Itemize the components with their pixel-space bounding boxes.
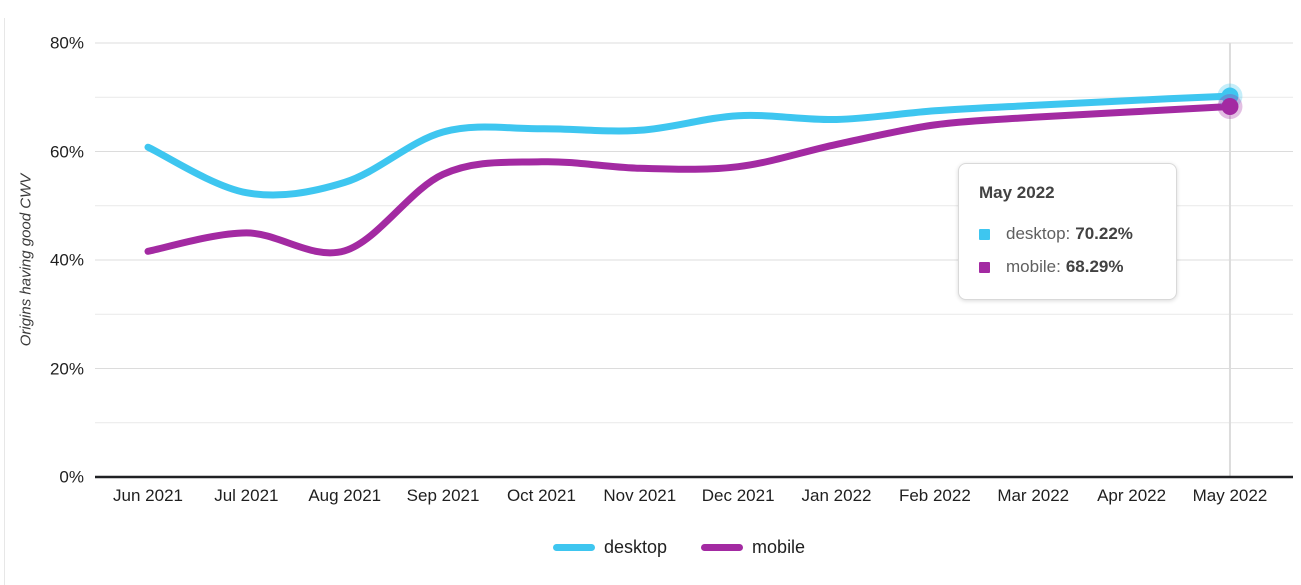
chart-tooltip: May 2022 desktop: 70.22% mobile: 68.29% [958, 163, 1177, 300]
mobile-data-point[interactable] [1221, 98, 1239, 116]
y-tick-label: 0% [59, 467, 84, 487]
x-tick-label: Dec 2021 [701, 486, 775, 505]
tooltip-mobile-label: mobile: [1006, 257, 1061, 276]
legend-desktop-label: desktop [604, 537, 668, 557]
mobile-legend-line-icon [701, 544, 744, 551]
x-tick-label: Jul 2021 [214, 486, 279, 505]
legend-item-mobile[interactable]: mobile [701, 537, 805, 558]
y-axis-title: Origins having good CWV [17, 173, 35, 347]
card-left-border [4, 18, 5, 585]
tooltip-mobile-value: 68.29% [1065, 257, 1124, 276]
x-tick-label: Feb 2022 [898, 486, 971, 505]
desktop-line [144, 92, 1234, 199]
tooltip-row-desktop: desktop: 70.22% [979, 224, 1156, 244]
y-tick-label: 60% [49, 142, 84, 161]
tooltip-desktop-value: 70.22% [1075, 224, 1133, 243]
x-tick-label: Oct 2021 [506, 486, 576, 505]
y-tick-label: 40% [49, 250, 84, 270]
x-tick-label: Apr 2022 [1097, 486, 1167, 505]
x-tick-label: Aug 2021 [308, 486, 382, 505]
x-tick-label: Jun 2021 [113, 486, 183, 505]
tooltip-title: May 2022 [979, 183, 1055, 202]
mobile-swatch-icon [979, 261, 990, 273]
tooltip-desktop-label: desktop: [1006, 224, 1071, 243]
chart-legend: desktop mobile [553, 537, 805, 558]
legend-item-desktop[interactable]: desktop [553, 537, 667, 558]
x-tick-label: Sep 2021 [406, 486, 480, 505]
desktop-legend-line-icon [553, 544, 595, 551]
y-tick-label: 20% [49, 359, 84, 378]
tooltip-row-mobile: mobile: 68.29% [979, 257, 1156, 277]
x-tick-label: May 2022 [1192, 486, 1268, 505]
x-tick-label: Nov 2021 [603, 486, 677, 505]
x-tick-label: Jan 2022 [801, 486, 872, 505]
desktop-swatch-icon [979, 228, 990, 240]
y-tick-label: 80% [49, 33, 84, 53]
mobile-line [144, 103, 1234, 257]
legend-mobile-label: mobile [752, 537, 806, 557]
x-tick-label: Mar 2022 [997, 486, 1070, 505]
